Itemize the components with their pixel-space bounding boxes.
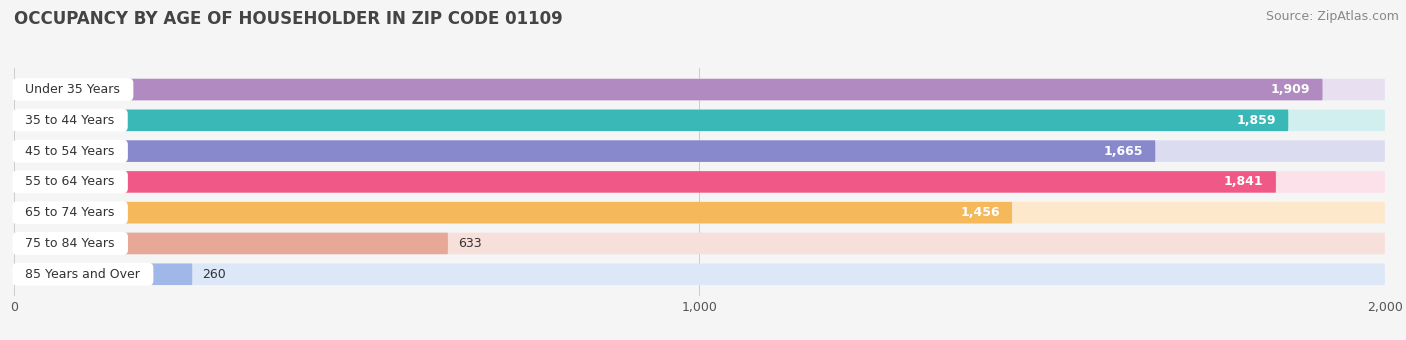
Text: 85 Years and Over: 85 Years and Over (17, 268, 149, 281)
FancyBboxPatch shape (14, 171, 1275, 193)
FancyBboxPatch shape (14, 202, 1012, 223)
FancyBboxPatch shape (14, 79, 1323, 100)
Text: 260: 260 (202, 268, 226, 281)
Text: Under 35 Years: Under 35 Years (17, 83, 128, 96)
FancyBboxPatch shape (14, 140, 1156, 162)
Text: 35 to 44 Years: 35 to 44 Years (17, 114, 122, 127)
Text: 633: 633 (458, 237, 482, 250)
Text: 1,859: 1,859 (1236, 114, 1275, 127)
FancyBboxPatch shape (14, 109, 1288, 131)
Text: 1,456: 1,456 (960, 206, 1000, 219)
Text: 1,909: 1,909 (1271, 83, 1310, 96)
Text: 1,665: 1,665 (1104, 144, 1143, 158)
Text: 45 to 54 Years: 45 to 54 Years (17, 144, 122, 158)
FancyBboxPatch shape (14, 109, 1385, 131)
FancyBboxPatch shape (14, 140, 1385, 162)
Text: 65 to 74 Years: 65 to 74 Years (17, 206, 122, 219)
Text: OCCUPANCY BY AGE OF HOUSEHOLDER IN ZIP CODE 01109: OCCUPANCY BY AGE OF HOUSEHOLDER IN ZIP C… (14, 10, 562, 28)
FancyBboxPatch shape (14, 264, 193, 285)
Text: 75 to 84 Years: 75 to 84 Years (17, 237, 122, 250)
FancyBboxPatch shape (14, 171, 1385, 193)
FancyBboxPatch shape (14, 202, 1385, 223)
FancyBboxPatch shape (14, 79, 1385, 100)
FancyBboxPatch shape (14, 233, 1385, 254)
Text: Source: ZipAtlas.com: Source: ZipAtlas.com (1265, 10, 1399, 23)
Text: 1,841: 1,841 (1225, 175, 1264, 188)
FancyBboxPatch shape (14, 233, 449, 254)
Text: 55 to 64 Years: 55 to 64 Years (17, 175, 122, 188)
FancyBboxPatch shape (14, 264, 1385, 285)
